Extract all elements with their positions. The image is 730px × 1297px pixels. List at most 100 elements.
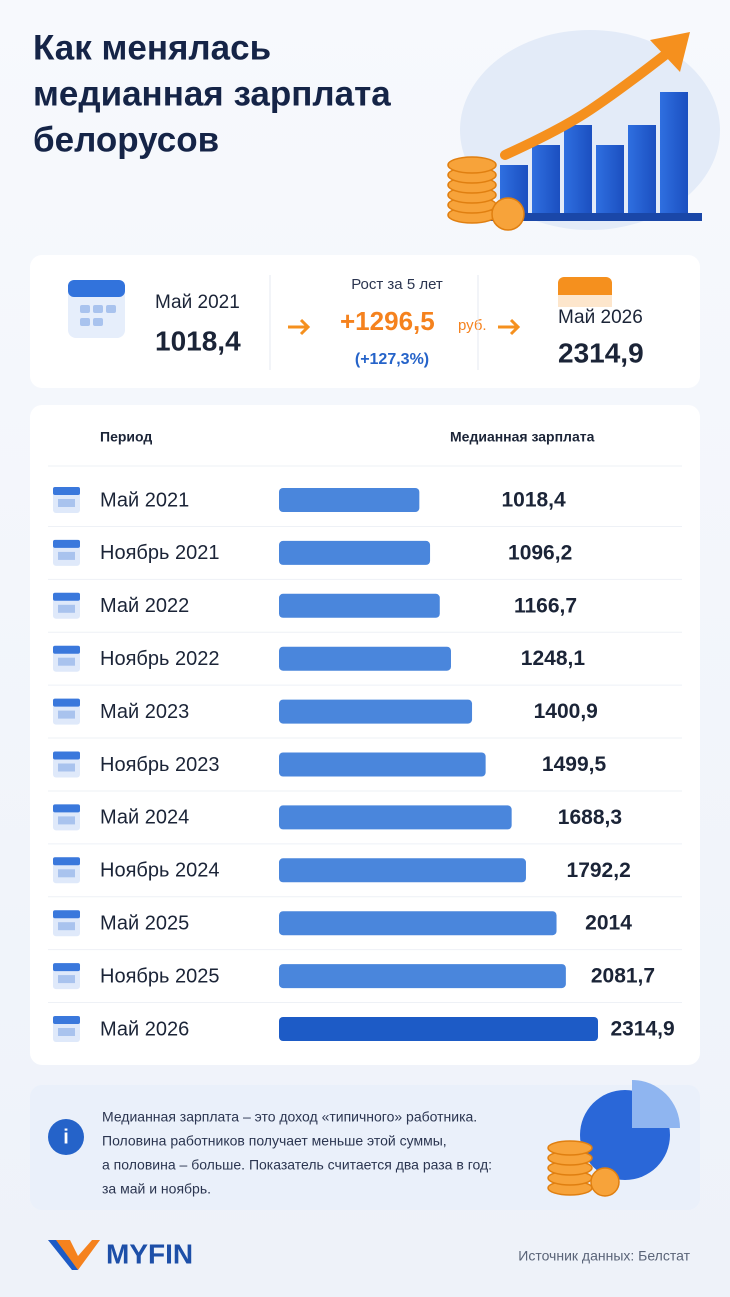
- calendar-top: [53, 645, 80, 654]
- period-label: Май 2021: [100, 489, 189, 511]
- pie-illustration: [547, 1080, 680, 1197]
- calendar-top: [53, 539, 80, 548]
- value-label: 1400,9: [534, 700, 598, 723]
- info-icon: [48, 1119, 84, 1155]
- bar: [279, 858, 526, 883]
- growth-unit: руб.: [458, 317, 487, 334]
- calendar-icon: [53, 857, 80, 884]
- period-label: Ноябрь 2025: [100, 965, 219, 987]
- period-label: Май 2022: [100, 595, 189, 617]
- period-label: Май 2026: [100, 1018, 189, 1040]
- value-label: 2081,7: [591, 965, 655, 988]
- period-label: Ноябрь 2024: [100, 860, 219, 882]
- title-line: белорусов: [33, 120, 219, 159]
- info-line: Половина работников получает меньше этой…: [102, 1133, 447, 1149]
- value-label: 1166,7: [514, 594, 577, 617]
- value-label: 1499,5: [542, 753, 607, 776]
- illustration: [447, 30, 720, 231]
- calendar-top: [53, 804, 80, 813]
- calendar-top: [53, 857, 80, 866]
- value-label: 1018,4: [501, 489, 566, 512]
- arrow: [288, 318, 311, 336]
- calendar-dots: [58, 869, 75, 878]
- calendar-dots: [58, 499, 75, 507]
- calendar-blue: [68, 280, 125, 338]
- bar: [279, 752, 486, 777]
- calendar-top: [53, 698, 80, 707]
- calendar-orange: [558, 277, 612, 307]
- period-label: Ноябрь 2023: [100, 754, 219, 776]
- info-line: а половина – больше. Показатель считаетс…: [102, 1157, 492, 1173]
- bar: [279, 699, 473, 724]
- column-header: Медианная зарплата: [450, 429, 595, 445]
- calendar-icon: [53, 963, 80, 990]
- calendar-dots: [58, 604, 75, 613]
- calendar-top: [53, 1016, 80, 1024]
- period-label: Май 2023: [100, 701, 189, 723]
- calendar-dots: [58, 975, 75, 984]
- calendar-top: [53, 487, 80, 495]
- calendar-dots: [58, 1028, 75, 1036]
- bar: [279, 964, 566, 989]
- calendar-top: [53, 963, 80, 972]
- info-card: [30, 1085, 700, 1210]
- calendar-top: [53, 592, 80, 601]
- growth-percent: (+127,3%): [355, 351, 429, 368]
- title: Как менялась медианная зарплата белорусо…: [33, 28, 391, 159]
- end-value: 2314,9: [558, 337, 644, 368]
- period-label: Май 2025: [100, 912, 189, 934]
- summary-card: [30, 255, 700, 388]
- title-line: Как менялась: [33, 28, 271, 67]
- bar: [279, 1017, 598, 1041]
- bar: [279, 911, 557, 936]
- calendar-dots: [58, 763, 75, 772]
- calendar-icon: [53, 910, 80, 937]
- period-label: Май 2024: [100, 807, 189, 829]
- info-line: Медианная зарплата – это доход «типичног…: [102, 1109, 477, 1125]
- source: Источник данных: Белстат: [518, 1248, 690, 1264]
- value-label: 1792,2: [567, 859, 631, 882]
- calendar-icon: [53, 592, 80, 619]
- calendar-top: [53, 751, 80, 760]
- value-label: 1096,2: [508, 541, 572, 564]
- bar: [279, 540, 431, 565]
- info-text: Медианная зарплата – это доход «типичног…: [102, 1109, 492, 1197]
- period-label: Ноябрь 2022: [100, 648, 219, 670]
- rows: Май 2021 1018,4 Ноябрь 2021 1096,2 Май 2022 1…: [48, 465, 682, 1042]
- value-label: 1248,1: [521, 647, 586, 670]
- value-label: 1688,3: [558, 806, 622, 829]
- calendar-icon: [53, 487, 80, 513]
- calendar-icon: [53, 804, 80, 831]
- calendar-icon: [53, 1016, 80, 1042]
- info-icon-glyph: i: [63, 1126, 69, 1148]
- calendar-icon: [53, 539, 80, 566]
- arrow: [498, 318, 521, 336]
- value-label: 2314,9: [610, 1018, 674, 1041]
- calendar-icon: [53, 698, 80, 725]
- info-line: за май и ноябрь.: [102, 1181, 211, 1197]
- growth-label: Рост за 5 лет: [351, 276, 443, 293]
- title-line: медианная зарплата: [33, 74, 391, 113]
- bar: [279, 805, 512, 830]
- calendar-dots: [58, 657, 75, 666]
- end-period: Май 2026: [558, 307, 643, 328]
- bar: [279, 593, 440, 618]
- start-value: 1018,4: [155, 325, 241, 356]
- logo-mark: [48, 1240, 78, 1270]
- calendar-icon: [53, 751, 80, 778]
- start-period: Май 2021: [155, 292, 240, 313]
- value-label: 2014: [585, 912, 632, 935]
- calendar-top: [53, 910, 80, 919]
- calendar-dots: [58, 816, 75, 825]
- calendar-dots: [58, 710, 75, 719]
- calendar-dots: [58, 551, 75, 560]
- bar: [279, 488, 420, 512]
- calendar-icon: [53, 645, 80, 672]
- logo-text: MYFIN: [106, 1238, 193, 1269]
- table-card: [30, 405, 700, 1065]
- column-header: Период: [100, 429, 152, 445]
- growth-value: +1296,5: [340, 306, 435, 336]
- bar: [279, 646, 451, 671]
